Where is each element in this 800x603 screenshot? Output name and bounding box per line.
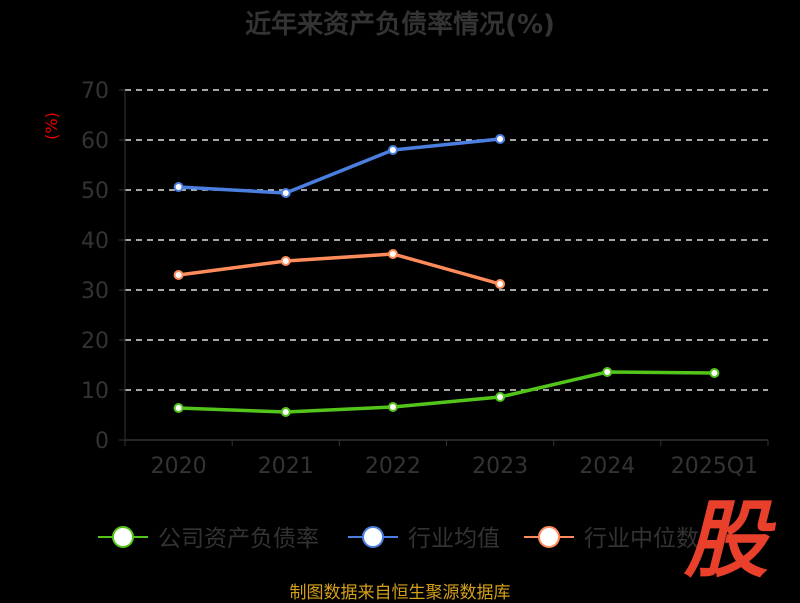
series-line: [178, 137, 501, 195]
y-tick-label: 30: [81, 279, 109, 304]
chart-title: 近年来资产负债率情况(%): [245, 10, 555, 40]
data-point: [173, 403, 184, 413]
data-point: [709, 368, 720, 378]
data-point: [173, 270, 184, 280]
y-tick-label: 40: [81, 229, 109, 254]
x-tick-label: 2025Q1: [671, 454, 758, 479]
source-footer: 制图数据来自恒生聚源数据库: [289, 583, 511, 603]
data-point: [387, 402, 398, 412]
data-point: [495, 392, 506, 402]
y-tick-label: 0: [95, 429, 109, 454]
x-tick-label: 2024: [579, 454, 635, 479]
y-tick-label: 70: [81, 79, 109, 104]
series-line: [178, 252, 501, 286]
legend-marker: [362, 526, 384, 548]
data-point: [495, 134, 506, 144]
data-point: [173, 182, 184, 192]
legend-marker: [112, 526, 134, 548]
x-tick-label: 2022: [365, 454, 421, 479]
data-point: [495, 279, 506, 289]
x-tick-label: 2023: [472, 454, 528, 479]
data-point: [387, 145, 398, 155]
y-tick-label: 20: [81, 329, 109, 354]
legend-marker: [538, 526, 560, 548]
y-tick-label: 60: [81, 129, 109, 154]
legend-label: 行业中位数: [584, 526, 699, 552]
y-tick-label: 10: [81, 379, 109, 404]
data-point: [280, 188, 291, 198]
x-tick-label: 2020: [151, 454, 207, 479]
legend-label: 行业均值: [408, 526, 500, 552]
y-axis-label: (%): [42, 112, 61, 140]
data-point: [387, 249, 398, 259]
series-line: [178, 370, 715, 414]
legend-label: 公司资产负债率: [158, 526, 319, 552]
y-tick-label: 50: [81, 179, 109, 204]
watermark-logo: 股: [684, 491, 769, 589]
data-point: [280, 256, 291, 266]
data-point: [280, 407, 291, 417]
data-point: [602, 367, 613, 377]
x-tick-label: 2021: [258, 454, 314, 479]
